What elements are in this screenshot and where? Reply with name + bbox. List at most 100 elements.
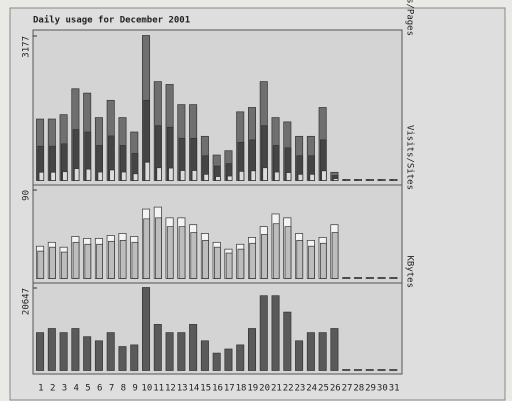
bar xyxy=(71,328,80,371)
bar xyxy=(179,170,186,181)
x-tick-label: 27 xyxy=(342,384,353,394)
bar xyxy=(297,173,304,181)
bar xyxy=(377,369,386,371)
bar xyxy=(353,369,362,371)
bar xyxy=(391,179,398,181)
x-tick-label: 24 xyxy=(306,384,317,394)
x-tick-label: 12 xyxy=(165,384,176,394)
bar xyxy=(272,223,280,279)
bar xyxy=(225,252,233,279)
x-tick-label: 9 xyxy=(132,384,137,394)
x-tick-label: 21 xyxy=(271,384,282,394)
bar xyxy=(342,369,351,371)
bar xyxy=(168,167,174,181)
y-tick-label: 3177 xyxy=(22,36,32,58)
bar xyxy=(153,324,162,371)
bar xyxy=(96,243,103,279)
bar xyxy=(119,239,127,279)
x-tick-label: 19 xyxy=(247,384,258,394)
bar xyxy=(130,344,139,371)
bar xyxy=(389,369,398,371)
x-tick-label: 16 xyxy=(212,384,223,394)
bar xyxy=(166,226,174,279)
bar xyxy=(59,332,68,371)
bar xyxy=(378,277,386,279)
bar xyxy=(178,226,186,279)
bar xyxy=(177,332,186,371)
bar xyxy=(250,170,256,181)
bar xyxy=(143,218,151,279)
bar xyxy=(203,173,209,181)
x-tick-label: 18 xyxy=(236,384,247,394)
bar xyxy=(356,179,362,181)
bar xyxy=(37,250,45,279)
bar xyxy=(85,168,92,181)
bar xyxy=(83,336,92,371)
bar xyxy=(156,167,162,181)
bar xyxy=(144,161,151,181)
bar xyxy=(74,168,80,181)
bar xyxy=(212,352,221,371)
bar xyxy=(215,176,221,181)
bar xyxy=(97,171,103,181)
bar xyxy=(131,241,139,279)
y-axis-label: Visits/Sites xyxy=(405,125,415,190)
bar xyxy=(224,348,233,371)
bar xyxy=(213,246,221,279)
bar xyxy=(94,340,103,371)
bar xyxy=(236,344,245,371)
x-tick-label: 20 xyxy=(259,384,270,394)
x-tick-label: 25 xyxy=(318,384,329,394)
bar xyxy=(333,178,339,181)
x-tick-label: 1 xyxy=(38,384,43,394)
bar xyxy=(190,232,198,279)
bar xyxy=(84,243,92,279)
bar xyxy=(189,324,198,371)
bar xyxy=(318,332,327,371)
bar xyxy=(295,340,304,371)
bar xyxy=(191,170,198,181)
bar xyxy=(62,171,68,181)
bar xyxy=(200,340,209,371)
bar xyxy=(237,248,245,279)
bar xyxy=(274,171,280,181)
y-axis-label: KBytes xyxy=(405,255,415,288)
bar xyxy=(247,328,256,371)
bar xyxy=(109,169,115,181)
bar xyxy=(38,171,45,181)
x-tick-label: 5 xyxy=(85,384,90,394)
bar xyxy=(108,240,115,279)
x-tick-label: 28 xyxy=(353,384,364,394)
bar xyxy=(343,277,351,279)
plot-frame xyxy=(32,29,403,375)
bar xyxy=(390,277,398,279)
bar xyxy=(296,239,304,279)
bar xyxy=(50,171,56,181)
bar xyxy=(365,369,374,371)
bar xyxy=(155,217,162,279)
bar xyxy=(355,277,362,279)
bar xyxy=(72,241,80,279)
bar xyxy=(121,171,127,181)
y-axis-label: Hits/Files/Pages xyxy=(405,0,415,36)
x-tick-label: 22 xyxy=(283,384,294,394)
x-tick-label: 17 xyxy=(224,384,235,394)
bar xyxy=(285,172,292,181)
x-tick-label: 2 xyxy=(50,384,55,394)
x-tick-label: 7 xyxy=(109,384,114,394)
bar xyxy=(249,242,256,279)
y-tick-label: 90 xyxy=(22,190,32,201)
bar xyxy=(47,328,56,371)
bar xyxy=(284,226,292,279)
x-tick-label: 29 xyxy=(365,384,376,394)
x-tick-label: 30 xyxy=(377,384,388,394)
bar xyxy=(331,232,339,279)
bar xyxy=(238,171,245,181)
bar xyxy=(344,179,351,181)
x-tick-label: 13 xyxy=(177,384,188,394)
x-tick-label: 6 xyxy=(97,384,102,394)
bar xyxy=(202,239,209,279)
bar xyxy=(330,328,339,371)
bar xyxy=(306,332,315,371)
